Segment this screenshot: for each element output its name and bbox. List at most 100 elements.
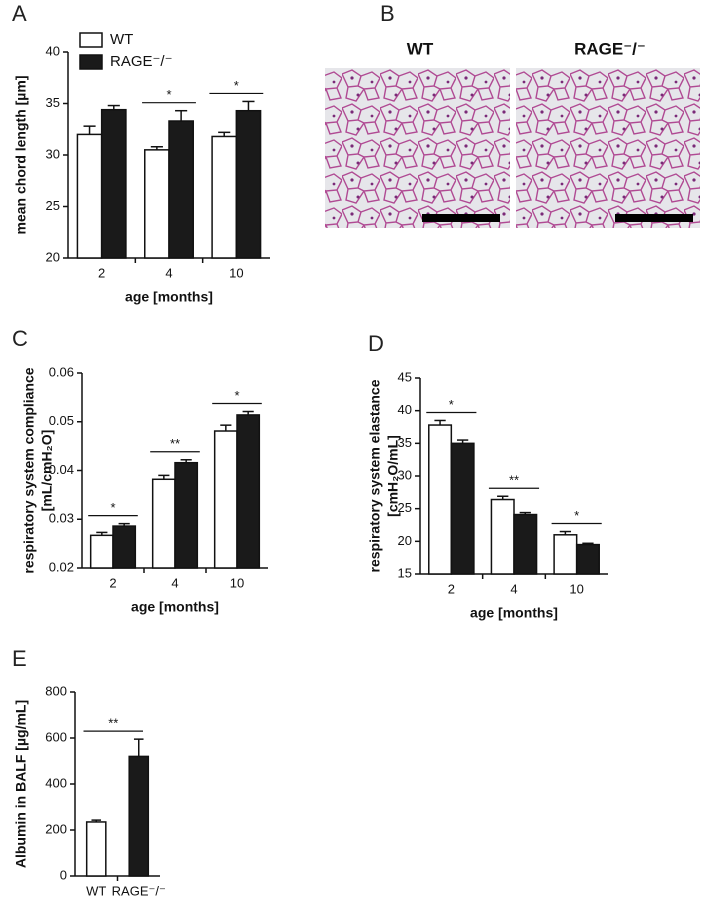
- y-tick-label: 30: [398, 467, 412, 482]
- x-tick-label: 10: [229, 265, 243, 280]
- x-axis-label: age [months]: [125, 289, 213, 305]
- micrograph: [325, 68, 510, 228]
- bar: [76, 133, 103, 259]
- bar: [168, 120, 194, 259]
- bar: [575, 543, 600, 575]
- x-tick-label: RAGE⁻/⁻: [112, 883, 166, 898]
- error-bar: [582, 542, 594, 545]
- y-axis-label: respiratory system elastance: [367, 379, 383, 572]
- micrograph: [516, 68, 700, 228]
- panel-label: C: [12, 326, 28, 351]
- significance-label: *: [234, 78, 239, 93]
- legend-swatch: [79, 54, 103, 70]
- y-tick-label: 0.05: [49, 413, 74, 428]
- significance-label: *: [166, 87, 171, 102]
- legend-label: RAGE⁻/⁻: [110, 53, 173, 70]
- y-tick-label: 0.06: [49, 364, 74, 379]
- x-tick-label: WT: [86, 883, 106, 898]
- error-bar: [456, 439, 469, 444]
- error-bar: [133, 738, 144, 757]
- y-tick-label: 0.02: [49, 559, 74, 574]
- y-tick-label: 0: [60, 867, 67, 882]
- x-tick-label: 4: [165, 265, 172, 280]
- bar: [100, 108, 127, 259]
- x-tick-label: 10: [569, 581, 583, 596]
- image-label: RAGE⁻/⁻: [574, 39, 646, 58]
- error-bar: [91, 819, 102, 822]
- scale-bar: [615, 214, 693, 222]
- bar: [553, 534, 578, 575]
- y-axis-label: [cmH₂O/mL]: [385, 435, 401, 517]
- error-bar: [175, 109, 188, 122]
- bar: [236, 414, 261, 569]
- panel-label: D: [368, 331, 384, 356]
- y-tick-label: 45: [398, 369, 412, 384]
- error-bar: [559, 530, 572, 535]
- significance-label: **: [509, 473, 519, 488]
- y-tick-label: 20: [46, 249, 60, 264]
- bar: [112, 525, 137, 569]
- x-tick-label: 10: [230, 575, 244, 590]
- y-tick-label: 40: [398, 402, 412, 417]
- significance-label: *: [234, 388, 239, 403]
- y-tick-label: 25: [398, 500, 412, 515]
- bar: [85, 821, 107, 877]
- y-tick-label: 20: [398, 533, 412, 548]
- y-tick-label: 800: [45, 683, 67, 698]
- x-tick-label: 2: [109, 575, 116, 590]
- bar: [89, 534, 114, 569]
- bar: [513, 513, 538, 575]
- significance-label: **: [108, 716, 118, 731]
- y-axis-label: mean chord length [µm]: [13, 76, 29, 235]
- y-tick-label: 35: [398, 435, 412, 450]
- bar: [211, 135, 238, 259]
- significance-label: **: [170, 436, 180, 451]
- y-tick-label: 35: [46, 95, 60, 110]
- scale-bar: [422, 214, 500, 222]
- bar: [235, 109, 262, 259]
- x-tick-label: 4: [171, 575, 178, 590]
- error-bar: [150, 146, 163, 150]
- bar: [450, 442, 475, 575]
- x-tick-label: 2: [98, 265, 105, 280]
- y-tick-label: 25: [46, 198, 60, 213]
- error-bar: [96, 531, 108, 536]
- bar: [174, 461, 199, 569]
- bar: [144, 149, 170, 259]
- bar: [213, 430, 238, 569]
- error-bar: [497, 495, 509, 500]
- error-bar: [158, 474, 170, 480]
- x-axis-label: age [months]: [470, 605, 558, 621]
- chart-panel: E Albumin in BALF [µg/mL] 0 200 400 600 800 WT R…: [12, 646, 166, 898]
- y-axis-label: Albumin in BALF [µg/mL]: [13, 700, 29, 868]
- panel-label: A: [12, 1, 27, 26]
- x-axis-label: age [months]: [131, 599, 219, 615]
- error-bar: [242, 100, 255, 111]
- y-axis-label: respiratory system compliance: [21, 367, 37, 573]
- panel-label: E: [12, 646, 27, 671]
- error-bar: [242, 410, 254, 415]
- panel-label: B: [380, 1, 395, 26]
- bar: [151, 478, 176, 569]
- bar: [128, 755, 150, 877]
- significance-label: *: [449, 397, 454, 412]
- y-tick-label: 30: [46, 146, 60, 161]
- y-tick-label: 400: [45, 775, 67, 790]
- error-bar: [180, 459, 192, 463]
- y-tick-label: 0.03: [49, 511, 74, 526]
- significance-label: *: [574, 508, 579, 523]
- bar: [428, 424, 453, 575]
- micrograph-panel: B WT RAGE⁻/⁻: [325, 1, 700, 228]
- y-tick-label: 200: [45, 821, 67, 836]
- error-bar: [118, 522, 130, 527]
- y-tick-label: 0.04: [49, 462, 74, 477]
- legend-label: WT: [110, 31, 133, 48]
- x-tick-label: 4: [510, 581, 517, 596]
- x-tick-label: 2: [448, 581, 455, 596]
- legend-swatch: [79, 32, 103, 48]
- bar: [490, 498, 515, 575]
